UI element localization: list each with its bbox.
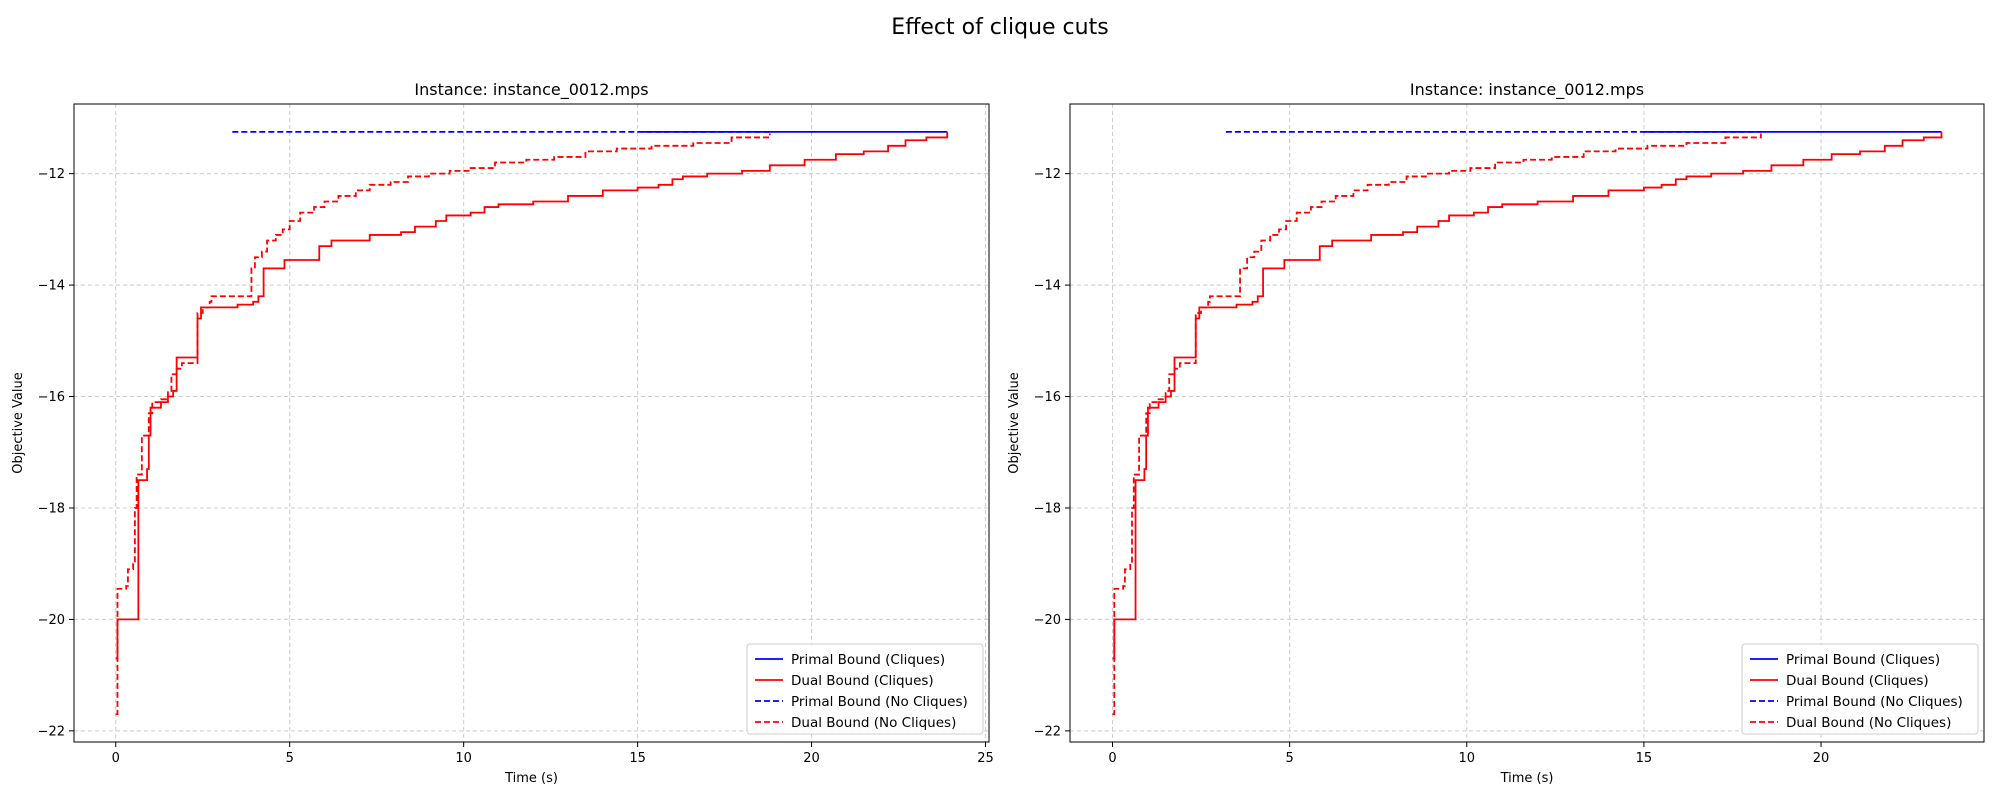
legend-box [746, 643, 984, 735]
y-tick-label: −18 [38, 501, 65, 516]
axes-title: Instance: instance_0012.mps [1410, 80, 1644, 100]
x-tick-label: 15 [629, 751, 646, 766]
legend-entry: Dual Bound (No Cliques) [1786, 715, 1951, 731]
figure-suptitle: Effect of clique cuts [891, 15, 1108, 40]
y-tick-label: −14 [38, 279, 65, 294]
x-tick-label: 5 [1286, 751, 1294, 766]
x-tick-label: 20 [803, 751, 820, 766]
x-tick-label: 10 [1459, 751, 1476, 766]
x-tick-label: 10 [455, 751, 472, 766]
y-tick-label: −20 [1034, 613, 1061, 628]
x-tick-label: 5 [286, 751, 294, 766]
y-tick-label: −20 [38, 613, 65, 628]
axes-title: Instance: instance_0012.mps [414, 80, 648, 100]
legend-entry: Dual Bound (Cliques) [791, 673, 934, 689]
x-axis-label: Time (s) [1500, 771, 1554, 786]
y-axis-label: Objective Value [1007, 372, 1022, 473]
x-tick-label: 15 [1636, 751, 1653, 766]
series-line-dual-bound-cliques [115, 131, 949, 660]
y-tick-label: −14 [1034, 279, 1061, 294]
legend-entry: Dual Bound (No Cliques) [791, 715, 956, 731]
series-line-dual-bound-no-cliques [1112, 133, 1762, 716]
axes-frame [1069, 103, 1985, 743]
y-tick-label: −18 [1034, 501, 1061, 516]
legend: Primal Bound (Cliques) Dual Bound (Clique… [1741, 643, 1979, 735]
y-tick-label: −12 [38, 167, 65, 182]
gridlines [1070, 104, 1984, 742]
y-tick-label: −22 [1034, 724, 1061, 739]
x-tick-label: 0 [112, 751, 120, 766]
x-tick-label: 25 [977, 751, 994, 766]
legend-entry: Primal Bound (No Cliques) [791, 694, 968, 710]
axes-frame [73, 103, 990, 743]
x-tick-label: 0 [1108, 751, 1116, 766]
series-line-dual-bound-cliques [1112, 131, 1943, 660]
y-tick-label: −12 [1034, 167, 1061, 182]
y-tick-label: −22 [38, 724, 65, 739]
gridlines [74, 104, 989, 742]
legend: Primal Bound (Cliques) Dual Bound (Clique… [746, 643, 984, 735]
series-line-dual-bound-no-cliques [115, 133, 771, 716]
y-tick-label: −16 [38, 390, 65, 405]
y-tick-label: −16 [1034, 390, 1061, 405]
chart-panel-left: 0 5 10 15 20 25 −22 −20 −18 −16 −14 −12 Instance: in… [11, 80, 994, 786]
legend-box [1741, 643, 1979, 735]
series-group [1112, 130, 1943, 716]
legend-entry: Primal Bound (No Cliques) [1786, 694, 1963, 710]
x-axis-label: Time (s) [504, 771, 558, 786]
series-group [115, 130, 949, 716]
y-axis-label: Objective Value [11, 372, 26, 473]
chart-panel-right: 0 5 10 15 20 −22 −20 −18 −16 −14 −12 Instance: inst… [1007, 80, 1985, 786]
legend-entry: Primal Bound (Cliques) [791, 652, 945, 668]
legend-entry: Dual Bound (Cliques) [1786, 673, 1929, 689]
legend-entry: Primal Bound (Cliques) [1786, 652, 1940, 668]
x-tick-label: 20 [1813, 751, 1830, 766]
